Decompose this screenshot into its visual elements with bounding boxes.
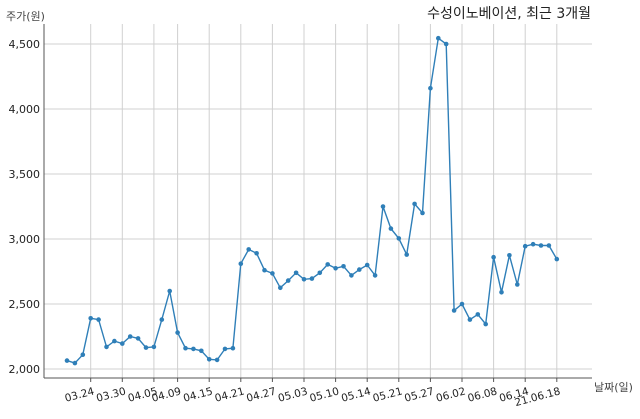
data-point (199, 348, 204, 354)
x-tick-label: 04.15 (182, 385, 214, 404)
data-point (459, 301, 465, 307)
data-point (135, 336, 141, 341)
data-point (278, 285, 283, 291)
y-axis-label: 주가(원) (6, 10, 45, 23)
data-point (538, 243, 544, 248)
data-point (293, 270, 299, 276)
data-point (507, 253, 512, 258)
data-point (357, 267, 362, 272)
y-tick-label: 3,000 (9, 233, 41, 246)
data-point (349, 273, 354, 278)
x-tick-label: 04.27 (245, 385, 277, 404)
data-point (380, 204, 386, 209)
data-point (238, 261, 244, 267)
chart-title: 수성이노베이션, 최근 3개월 (427, 6, 591, 22)
data-point (546, 243, 552, 248)
data-point (214, 357, 220, 363)
data-point (364, 262, 370, 268)
y-tick-label: 2,000 (9, 363, 41, 376)
data-point (127, 334, 133, 339)
data-point (317, 270, 323, 276)
data-point (420, 210, 425, 216)
data-point (222, 346, 228, 352)
data-point (388, 226, 394, 231)
grid-lines (44, 24, 592, 378)
x-tick-label: 06.02 (435, 385, 467, 404)
y-tick-label: 4,500 (9, 38, 41, 51)
data-point (64, 358, 70, 363)
data-point (325, 262, 331, 267)
data-point (467, 317, 473, 322)
data-point (206, 357, 212, 362)
data-point (183, 345, 188, 351)
data-point (246, 247, 251, 252)
data-point (72, 360, 78, 366)
x-tick-label: 06.08 (466, 385, 498, 404)
price-line (66, 36, 558, 364)
data-point (404, 252, 410, 257)
data-point (341, 264, 346, 269)
data-point (491, 254, 496, 260)
data-point (159, 317, 165, 322)
data-point (120, 341, 125, 346)
data-point (443, 41, 449, 47)
y-tick-label: 2,500 (9, 298, 41, 311)
x-tick-label: 05.14 (340, 385, 372, 404)
data-point (270, 271, 275, 276)
data-point (143, 345, 149, 350)
data-point (396, 236, 402, 241)
data-point (175, 330, 180, 335)
x-tick-label: 05.27 (403, 385, 435, 404)
x-tick-label: 04.21 (214, 385, 246, 404)
data-point (309, 276, 315, 281)
x-tick-label: 05.03 (277, 385, 309, 404)
data-point (428, 85, 433, 91)
data-point (230, 345, 236, 351)
data-point (151, 344, 157, 350)
y-tick-label: 3,500 (9, 168, 41, 181)
data-point (372, 273, 378, 278)
x-tick-label: 05.21 (372, 385, 404, 404)
data-point (80, 352, 86, 358)
data-point (499, 290, 504, 295)
data-points (64, 35, 560, 366)
data-point (436, 35, 441, 41)
data-point (191, 346, 196, 352)
axes (43, 24, 592, 382)
data-point (451, 308, 457, 313)
x-tick-label: 03.30 (95, 385, 127, 404)
data-point (530, 241, 536, 247)
x-tick-label: 05.10 (308, 385, 340, 404)
data-point (285, 278, 291, 283)
data-point (96, 317, 101, 322)
data-point (301, 277, 307, 282)
data-point (412, 201, 417, 207)
x-axis-label: 날짜(일) (594, 380, 633, 394)
data-point (333, 266, 338, 271)
data-point (262, 267, 267, 273)
data-point (483, 321, 489, 327)
x-tick-label: 03.24 (64, 385, 96, 404)
y-tick-labels: 2,000 2,500 3,000 3,500 4,000 4,500 (9, 38, 41, 376)
data-point (254, 251, 259, 256)
data-point (522, 243, 528, 249)
y-tick-label: 4,000 (9, 103, 41, 116)
data-point (104, 344, 109, 350)
data-point (554, 256, 560, 262)
data-point (167, 288, 172, 294)
data-point (88, 316, 93, 321)
data-point (112, 338, 117, 344)
data-point (475, 312, 481, 317)
data-point (515, 282, 520, 287)
